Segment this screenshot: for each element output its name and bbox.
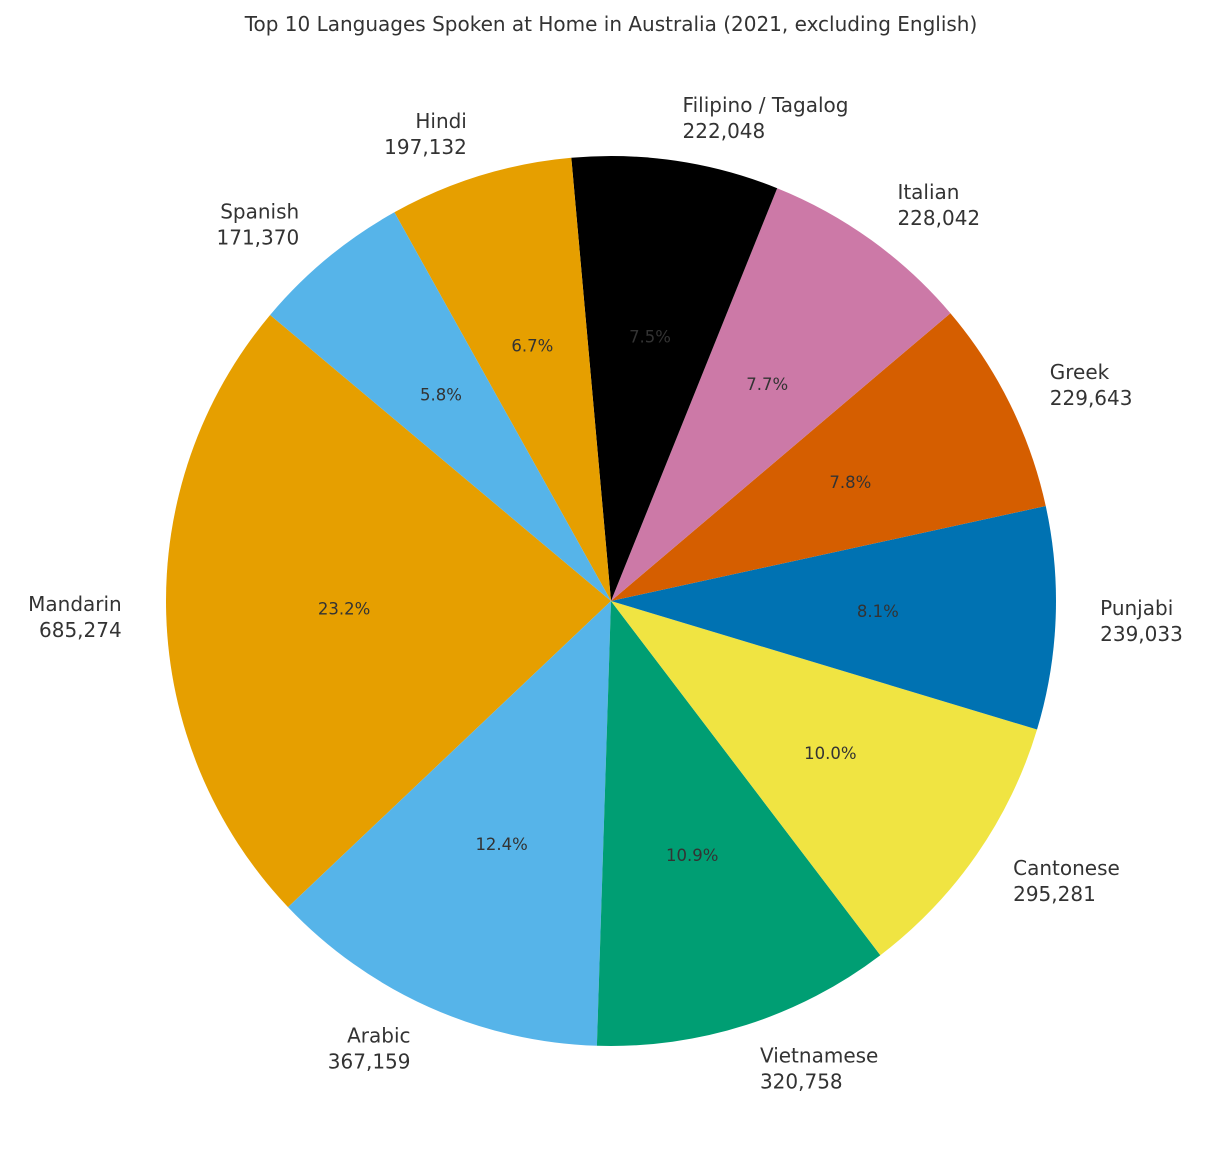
pie-slice-spanish [270, 212, 611, 602]
percent-label-hindi: 6.7% [511, 336, 553, 355]
category-label-vietnamese: Vietnamese 320,758 [760, 1043, 878, 1093]
category-label-filipino-tagalog: Filipino / Tagalog 222,048 [683, 93, 849, 143]
category-label-spanish: Spanish 171,370 [217, 200, 300, 250]
pie-slice-mandarin [166, 314, 611, 908]
percent-label-punjabi: 8.1% [857, 602, 899, 621]
category-label-cantonese: Cantonese 295,281 [1013, 856, 1120, 906]
category-label-greek: Greek 229,643 [1050, 360, 1133, 410]
category-label-arabic: Arabic 367,159 [328, 1024, 411, 1074]
percent-label-spanish: 5.8% [420, 386, 462, 405]
percent-label-greek: 7.8% [829, 473, 871, 492]
percent-label-filipino-tagalog: 7.5% [629, 327, 671, 346]
percent-labels: 23.2% 12.4% 10.9% 10.0% 8.1% 7.8% 7.7% 7.5% 6.7%… [318, 327, 899, 864]
percent-label-vietnamese: 10.9% [666, 846, 718, 865]
pie-slice-hindi [394, 157, 611, 601]
pie-slices [166, 156, 1056, 1046]
pie-slice-punjabi [611, 505, 1056, 730]
pie-slice-arabic [288, 601, 611, 1046]
category-label-italian: Italian 228,042 [897, 180, 980, 230]
pie-slice-cantonese [611, 601, 1038, 956]
category-labels: Mandarin 685,274 Arabic 367,159 Vietnamese 32… [28, 93, 1183, 1094]
category-label-hindi: Hindi 197,132 [384, 109, 467, 159]
category-label-mandarin: Mandarin 685,274 [28, 592, 122, 642]
category-label-punjabi: Punjabi 239,033 [1100, 596, 1183, 646]
pie-slice-italian [611, 188, 951, 602]
pie-slice-vietnamese [596, 601, 881, 1046]
percent-label-cantonese: 10.0% [804, 744, 856, 763]
pie-slice-greek [611, 313, 1046, 601]
percent-label-italian: 7.7% [746, 375, 788, 394]
chart-title: Top 10 Languages Spoken at Home in Austr… [244, 12, 978, 36]
percent-label-mandarin: 23.2% [318, 600, 370, 619]
pie-slice-filipino-tagalog [571, 156, 778, 601]
percent-label-arabic: 12.4% [475, 835, 527, 854]
